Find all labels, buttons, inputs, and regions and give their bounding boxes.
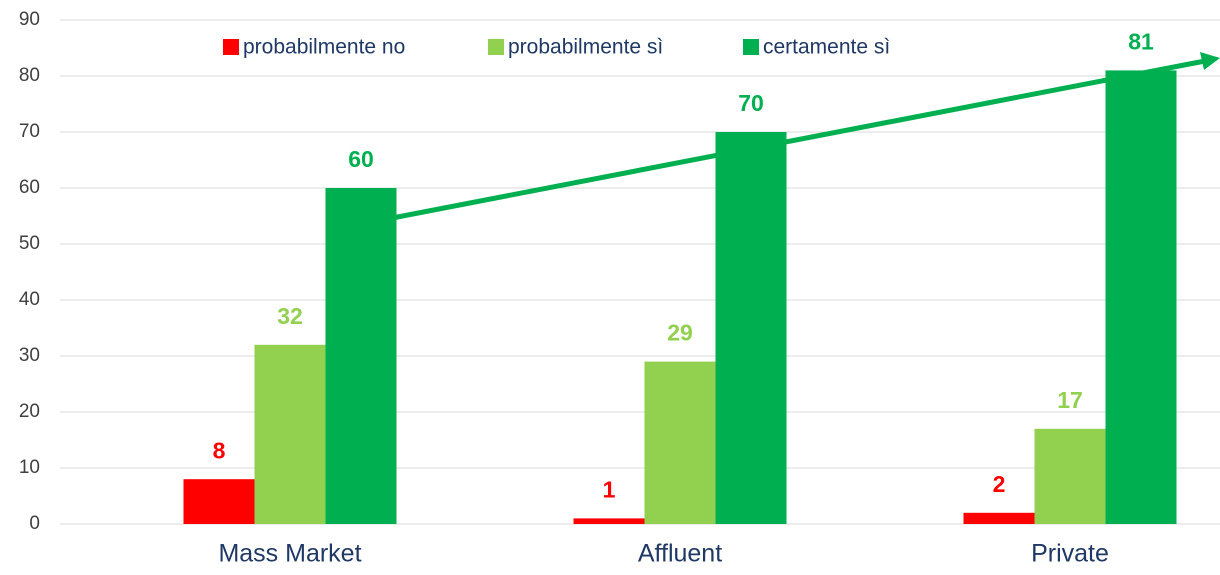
data-label: 70 (738, 90, 764, 116)
bar (644, 361, 716, 524)
data-label: 17 (1057, 387, 1083, 413)
trend-arrow (329, 58, 1206, 233)
y-tick-label: 20 (19, 401, 40, 422)
y-tick-label: 70 (19, 121, 40, 142)
y-tick-label: 80 (19, 65, 40, 86)
data-label: 32 (277, 303, 303, 329)
x-tick-label: Mass Market (218, 540, 361, 568)
x-tick-label: Private (1031, 540, 1109, 568)
y-tick-label: 30 (19, 345, 40, 366)
bar (254, 344, 326, 524)
legend-label: probabilmente no (243, 36, 405, 59)
y-tick-label: 90 (19, 9, 40, 30)
y-tick-label: 50 (19, 233, 40, 254)
data-label: 1 (603, 476, 616, 502)
bars (183, 70, 1177, 525)
data-label: 8 (213, 437, 226, 463)
bar (963, 512, 1035, 524)
grid (60, 19, 1220, 525)
bar (1034, 428, 1106, 524)
bar (1105, 70, 1177, 525)
legend-label: certamente sì (763, 36, 890, 59)
data-label: 81 (1128, 28, 1154, 54)
data-label: 60 (348, 146, 374, 172)
labels: 0 10 20 30 40 50 60 70 80 90 Mass Market 8 32 60 Afflu… (19, 9, 1154, 568)
bar (715, 132, 787, 524)
legend-label: probabilmente sì (508, 36, 663, 59)
arrow-head (1200, 52, 1220, 70)
bar (183, 479, 255, 524)
y-tick-label: 60 (19, 177, 40, 198)
data-label: 29 (667, 320, 693, 346)
legend-swatch (488, 39, 504, 55)
bar (325, 188, 397, 524)
legend-swatch (743, 39, 759, 55)
legend-swatch (223, 39, 239, 55)
bar (573, 518, 645, 524)
y-tick-label: 10 (19, 457, 40, 478)
y-tick-label: 0 (29, 513, 40, 534)
data-label: 2 (993, 471, 1006, 497)
y-tick-label: 40 (19, 289, 40, 310)
x-tick-label: Affluent (638, 540, 722, 568)
